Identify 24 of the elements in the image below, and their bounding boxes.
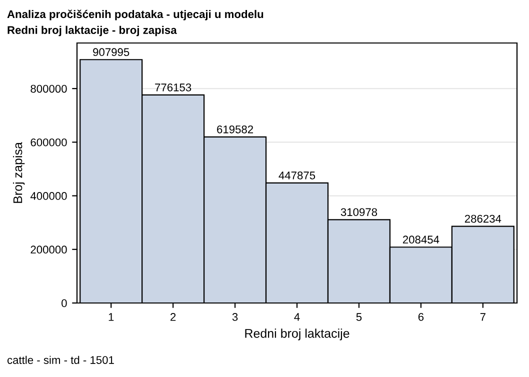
y-tick-label: 400000	[30, 192, 67, 200]
chart-subtitle: Redni broj laktacije - broj zapisa	[8, 26, 177, 36]
y-tick-label: 200000	[30, 246, 67, 254]
x-tick-label: 2	[170, 313, 176, 321]
chart-title: Analiza pročišćenih podataka - utjecaji u modelu	[7, 10, 264, 20]
x-tick-label: 5	[356, 313, 362, 321]
data-label: 447875	[278, 172, 316, 180]
data-label: 619582	[217, 125, 254, 134]
x-tick-label: 6	[418, 313, 424, 321]
y-tick-label: 600000	[30, 138, 67, 146]
x-tick-label: 7	[480, 313, 486, 321]
y-axis-title: Broj zapisa	[12, 142, 25, 203]
x-tick-label: 1	[108, 313, 114, 321]
x-tick-label: 4	[294, 313, 300, 321]
x-tick-label: 3	[232, 313, 238, 321]
data-label: 208454	[402, 236, 440, 244]
data-label: 310978	[340, 208, 378, 216]
data-label: 286234	[464, 214, 502, 223]
text: cattle - sim - td - 1501	[7, 356, 114, 364]
y-tick-label: 0	[62, 299, 67, 308]
data-label: 907995	[93, 48, 130, 56]
x-axis-title: Redni broj laktacije	[245, 328, 350, 340]
data-label: 776153	[155, 84, 192, 92]
y-tick-label: 800000	[30, 84, 67, 93]
